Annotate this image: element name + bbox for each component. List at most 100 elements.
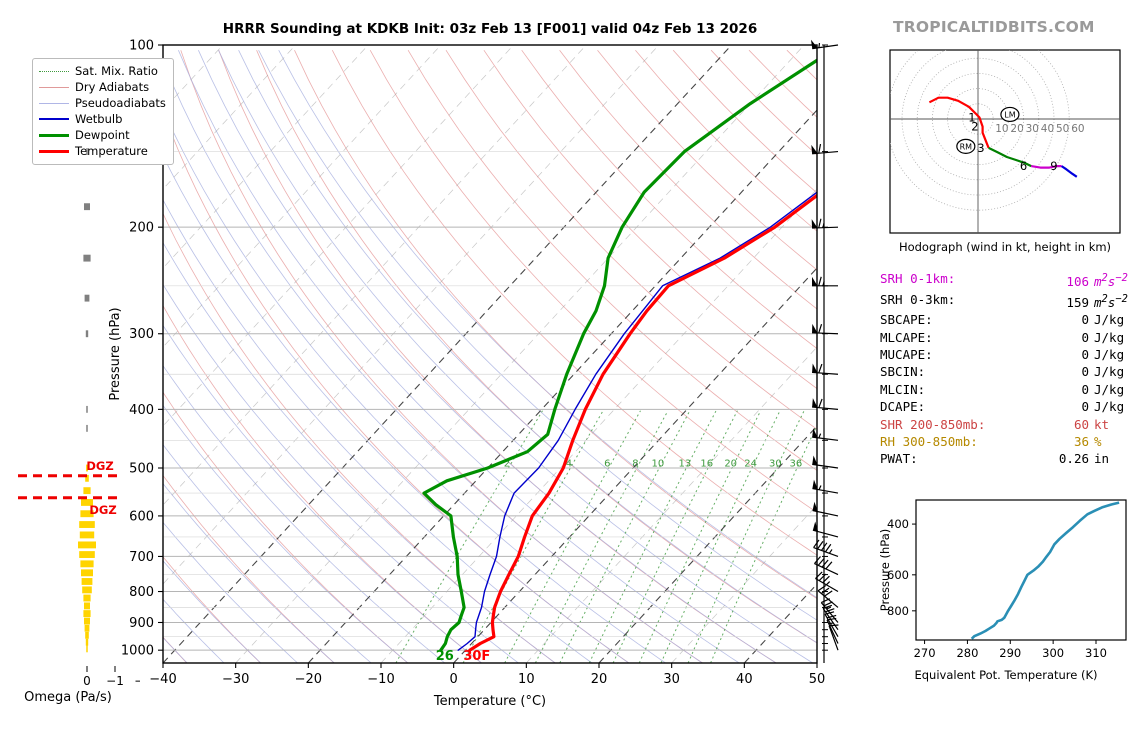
omega-bar	[85, 638, 89, 646]
omega-bar	[81, 499, 93, 506]
param-label: SRH 0-3km:	[880, 291, 956, 307]
param-value: 36%	[1074, 433, 1130, 450]
svg-text:−1: −1	[106, 674, 124, 688]
omega-bar	[83, 594, 91, 602]
svg-text:8: 8	[632, 459, 638, 470]
legend-swatch	[39, 130, 69, 140]
svg-text:36: 36	[789, 459, 802, 470]
omega-bar	[84, 294, 90, 302]
param-units: kt	[1094, 416, 1110, 432]
svg-text:10: 10	[995, 123, 1008, 135]
wind-barb	[813, 556, 839, 576]
param-value: 0 J/kg	[1081, 329, 1130, 346]
svg-text:30F: 30F	[463, 649, 490, 664]
omega-bar	[86, 645, 88, 653]
param-units: m2s−2	[1094, 272, 1128, 290]
svg-text:4: 4	[566, 459, 572, 470]
legend-label: Wetbulb	[75, 112, 123, 126]
hodo-seg-9km+	[1060, 165, 1078, 178]
hodograph-panel: 10 20 30 40 50 60 12 3 6 9 LM RM	[889, 49, 1121, 234]
param-label: SRH 0-1km:	[880, 271, 956, 286]
omega-bar	[85, 330, 89, 338]
legend-label: Pseudoadiabats	[75, 96, 166, 110]
profile-dewpoint	[422, 58, 817, 652]
svg-text:0: 0	[450, 672, 458, 687]
svg-text:RM: RM	[960, 142, 973, 151]
legend-label: Sat. Mix. Ratio	[75, 64, 158, 78]
svg-text:700: 700	[129, 550, 154, 565]
param-row-3: MLCAPE: 0 J/kg	[880, 329, 1130, 346]
param-value: 0 J/kg	[1081, 346, 1130, 363]
legend-label: Dewpoint	[75, 128, 130, 142]
svg-text:10: 10	[652, 459, 665, 470]
dgz-label: DGZ	[86, 459, 113, 473]
param-label: RH 300-850mb:	[880, 433, 978, 449]
wind-barb	[812, 521, 839, 538]
svg-text:24: 24	[744, 459, 757, 470]
svg-text:600: 600	[129, 509, 154, 524]
param-label: SHR 200-850mb:	[880, 416, 986, 432]
param-units: J/kg	[1094, 312, 1125, 328]
wind-barb	[812, 428, 839, 441]
svg-text:30: 30	[663, 672, 680, 687]
profile-temperature	[468, 193, 817, 652]
omega-bar	[86, 464, 88, 472]
svg-text:40: 40	[736, 672, 753, 687]
omega-bar	[85, 474, 89, 482]
hodo-seg-0-3km	[928, 96, 990, 149]
svg-text:280: 280	[956, 646, 978, 660]
svg-text:310: 310	[1085, 646, 1107, 660]
wind-barb	[815, 571, 839, 593]
svg-text:HRRR Sounding at KDKB Init: 03: HRRR Sounding at KDKB Init: 03z Feb 13 […	[223, 21, 757, 37]
param-row-7: DCAPE: 0 J/kg	[880, 398, 1130, 415]
omega-bar	[79, 531, 95, 539]
svg-text:0: 0	[83, 674, 91, 688]
svg-text:9: 9	[1050, 159, 1057, 173]
svg-text:300: 300	[129, 327, 154, 342]
legend-swatch	[39, 66, 69, 76]
legend-label: Dry Adiabats	[75, 80, 150, 94]
hodo-seg-3-6km	[988, 146, 1032, 168]
svg-text:800: 800	[129, 585, 154, 600]
legend-swatch	[39, 98, 69, 108]
param-row-8: SHR 200-850mb: 60 kt	[880, 416, 1130, 433]
svg-text:20: 20	[591, 672, 608, 687]
param-row-4: MUCAPE: 0 J/kg	[880, 346, 1130, 363]
param-units: m2s−2	[1094, 292, 1128, 310]
omega-bar	[83, 254, 91, 262]
legend-item-4: Dewpoint	[39, 127, 166, 143]
omega-bar	[80, 510, 94, 518]
legend-swatch	[39, 82, 69, 92]
svg-text:2: 2	[971, 120, 978, 134]
param-value: 106 m2s−2	[1066, 270, 1130, 291]
svg-text:1: 1	[968, 110, 975, 124]
svg-text:6: 6	[1020, 159, 1027, 173]
param-units: J/kg	[1094, 364, 1125, 380]
profile-wetbulb	[457, 191, 817, 651]
param-label: PWAT:	[880, 451, 918, 467]
wind-barb	[812, 276, 838, 287]
svg-text:60: 60	[1071, 123, 1084, 135]
omega-xlabel: Omega (Pa/s)	[24, 690, 112, 705]
svg-text:900: 900	[129, 616, 154, 631]
omega-bar	[79, 551, 95, 558]
omega-bar	[83, 487, 91, 495]
param-units: J/kg	[1094, 399, 1125, 415]
omega-bar	[84, 617, 90, 625]
param-row-5: SBCIN: 0 J/kg	[880, 363, 1130, 380]
svg-text:Pressure (hPa): Pressure (hPa)	[878, 529, 892, 612]
omega-bar	[85, 631, 89, 639]
svg-text:290: 290	[999, 646, 1021, 660]
omega-bar	[83, 610, 91, 618]
omega-bar	[79, 521, 95, 528]
svg-text:800: 800	[887, 604, 909, 618]
svg-text:400: 400	[887, 517, 909, 531]
wind-barb	[812, 455, 839, 469]
wind-barb	[812, 398, 839, 410]
param-row-6: MLCIN: 0 J/kg	[880, 381, 1130, 398]
param-units: J/kg	[1094, 346, 1125, 362]
svg-text:−40: −40	[149, 672, 176, 687]
svg-text:30: 30	[1026, 123, 1039, 135]
omega-bar	[86, 405, 88, 413]
omega-bar	[80, 560, 94, 568]
